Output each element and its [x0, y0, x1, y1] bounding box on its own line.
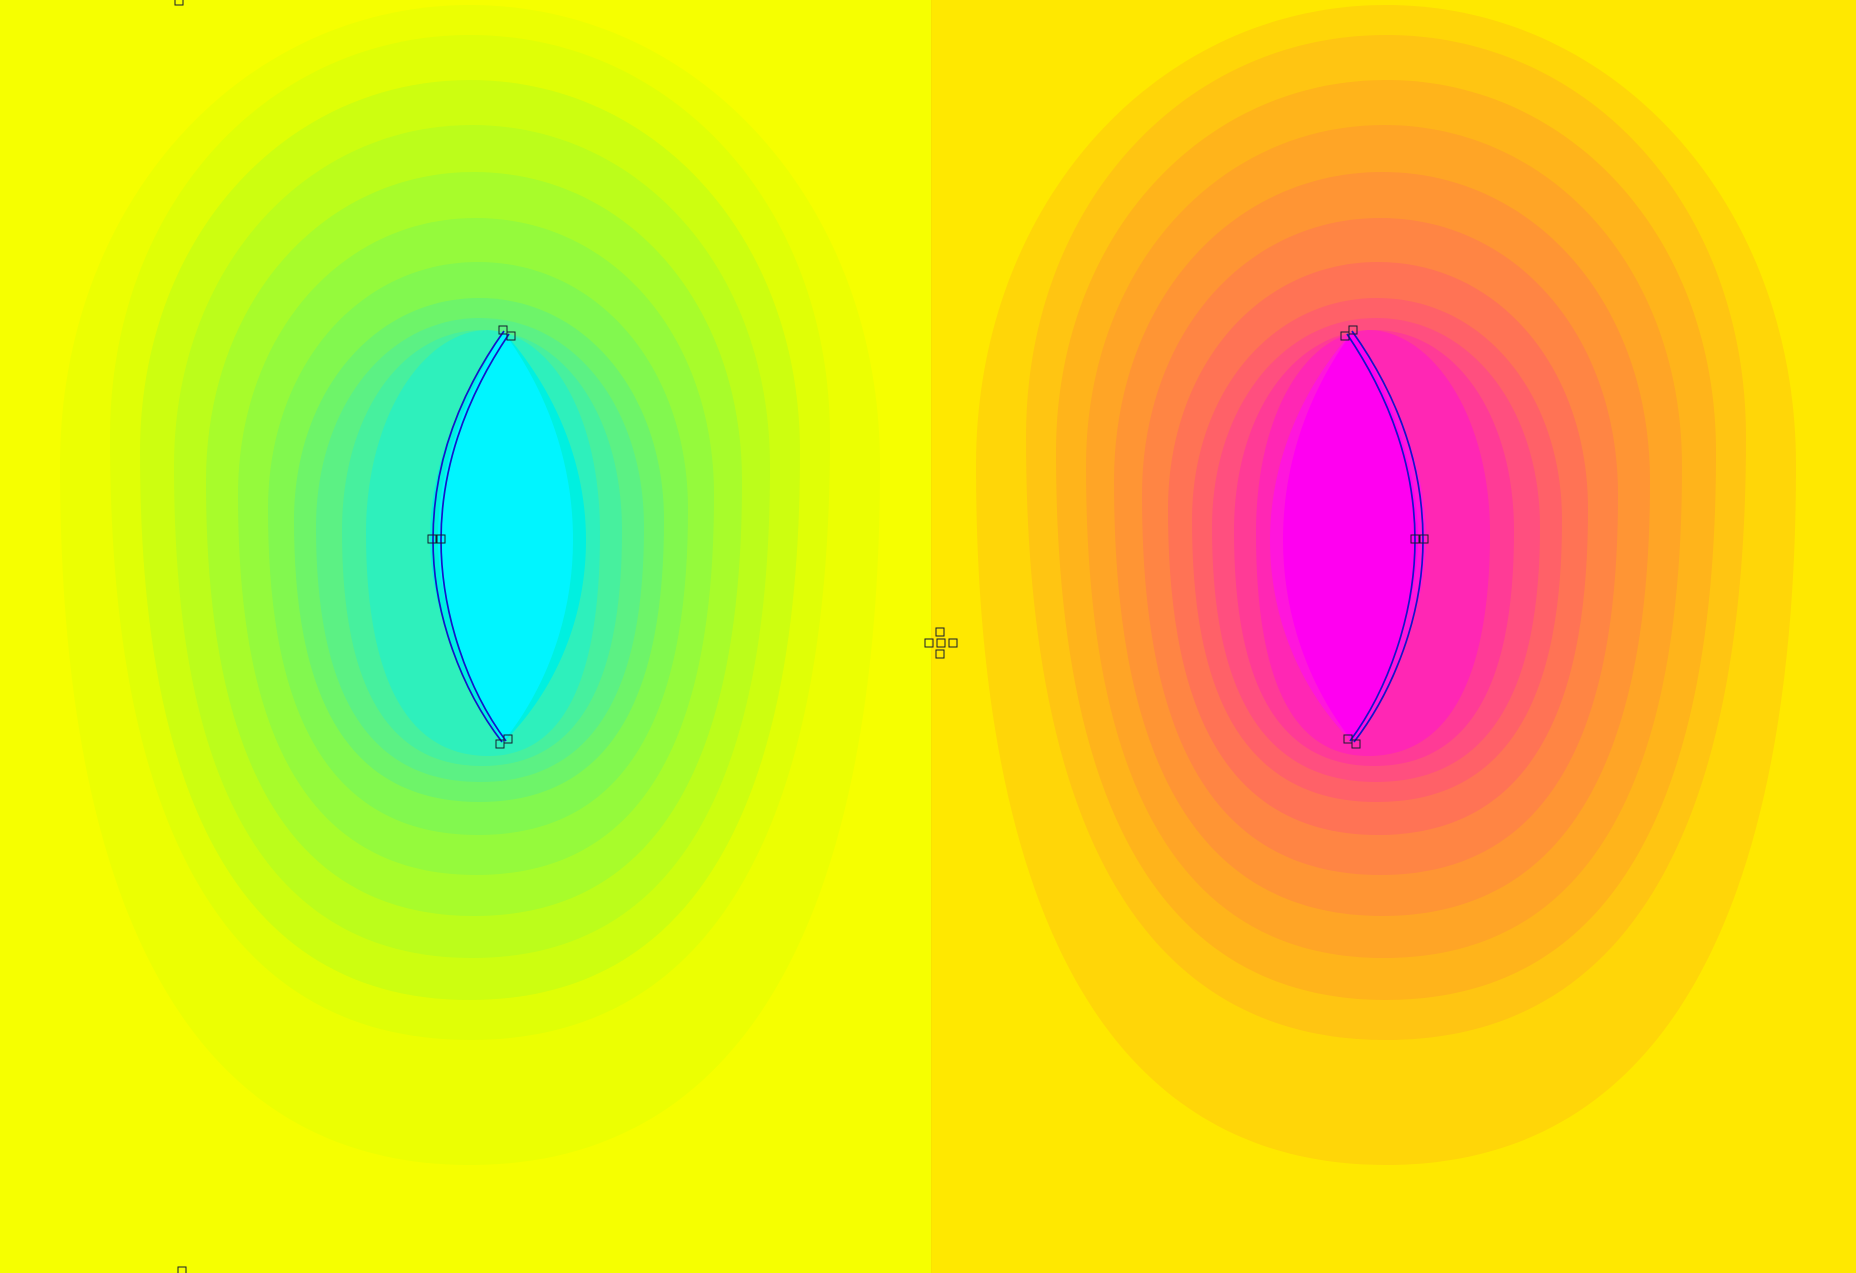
right-contour-bands	[931, 0, 1856, 1273]
panel-divider	[931, 0, 932, 1273]
handle-top-icon[interactable]	[935, 627, 945, 637]
top-edge-handle[interactable]	[174, 0, 184, 6]
right-contour-field	[931, 0, 1856, 1273]
right-contour-panel[interactable]	[931, 0, 1856, 1273]
bottom-edge-handle[interactable]	[177, 1266, 187, 1273]
handle-right-icon[interactable]	[948, 638, 958, 648]
left-curve-inner	[440, 333, 510, 742]
band-0	[438, 331, 573, 742]
right-curve-inner	[1346, 333, 1416, 742]
band-0	[1283, 331, 1418, 742]
left-curve-outer	[432, 330, 505, 743]
handle-left-icon[interactable]	[924, 638, 934, 648]
handle-bottom-icon[interactable]	[935, 649, 945, 659]
left-contour-panel[interactable]	[0, 0, 931, 1273]
left-contour-field	[110, 35, 830, 1040]
left-crescent-curve[interactable]	[432, 330, 510, 743]
right-crescent-curve[interactable]	[1346, 330, 1424, 743]
left-contour-bands	[110, 35, 830, 1040]
right-curve-outer	[1351, 330, 1424, 743]
handle-center-icon[interactable]	[936, 638, 946, 648]
